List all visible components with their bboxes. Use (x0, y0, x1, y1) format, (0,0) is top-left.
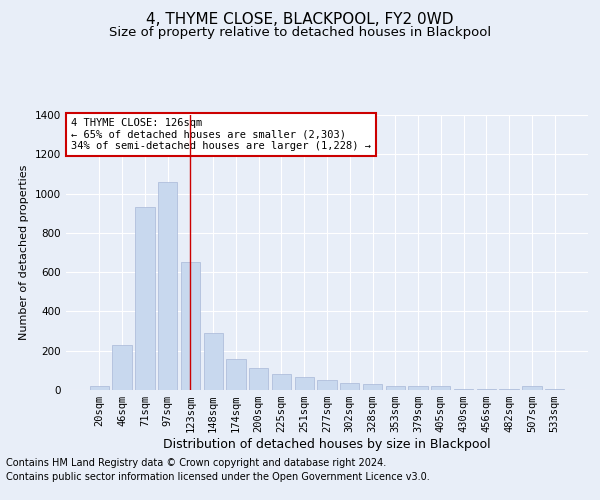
Bar (499, 389, 519, 390)
Bar (90, 386, 109, 390)
Bar (272, 374, 291, 390)
Bar (386, 386, 405, 390)
Bar (317, 380, 337, 390)
Bar (226, 358, 245, 390)
Bar (203, 333, 223, 390)
Bar (409, 386, 428, 390)
X-axis label: Distribution of detached houses by size in Blackpool: Distribution of detached houses by size … (163, 438, 491, 451)
Bar (112, 345, 132, 390)
Bar (181, 262, 200, 390)
Text: 4, THYME CLOSE, BLACKPOOL, FY2 0WD: 4, THYME CLOSE, BLACKPOOL, FY2 0WD (146, 12, 454, 28)
Bar (476, 389, 496, 390)
Bar (135, 208, 155, 390)
Text: Contains HM Land Registry data © Crown copyright and database right 2024.: Contains HM Land Registry data © Crown c… (6, 458, 386, 468)
Bar (363, 384, 382, 390)
Bar (249, 368, 268, 390)
Y-axis label: Number of detached properties: Number of detached properties (19, 165, 29, 340)
Bar (522, 386, 542, 390)
Bar (545, 389, 564, 390)
Text: Size of property relative to detached houses in Blackpool: Size of property relative to detached ho… (109, 26, 491, 39)
Bar (340, 383, 359, 390)
Bar (431, 386, 451, 390)
Text: Contains public sector information licensed under the Open Government Licence v3: Contains public sector information licen… (6, 472, 430, 482)
Bar (158, 182, 178, 390)
Text: 4 THYME CLOSE: 126sqm
← 65% of detached houses are smaller (2,303)
34% of semi-d: 4 THYME CLOSE: 126sqm ← 65% of detached … (71, 118, 371, 151)
Bar (454, 389, 473, 390)
Bar (295, 377, 314, 390)
